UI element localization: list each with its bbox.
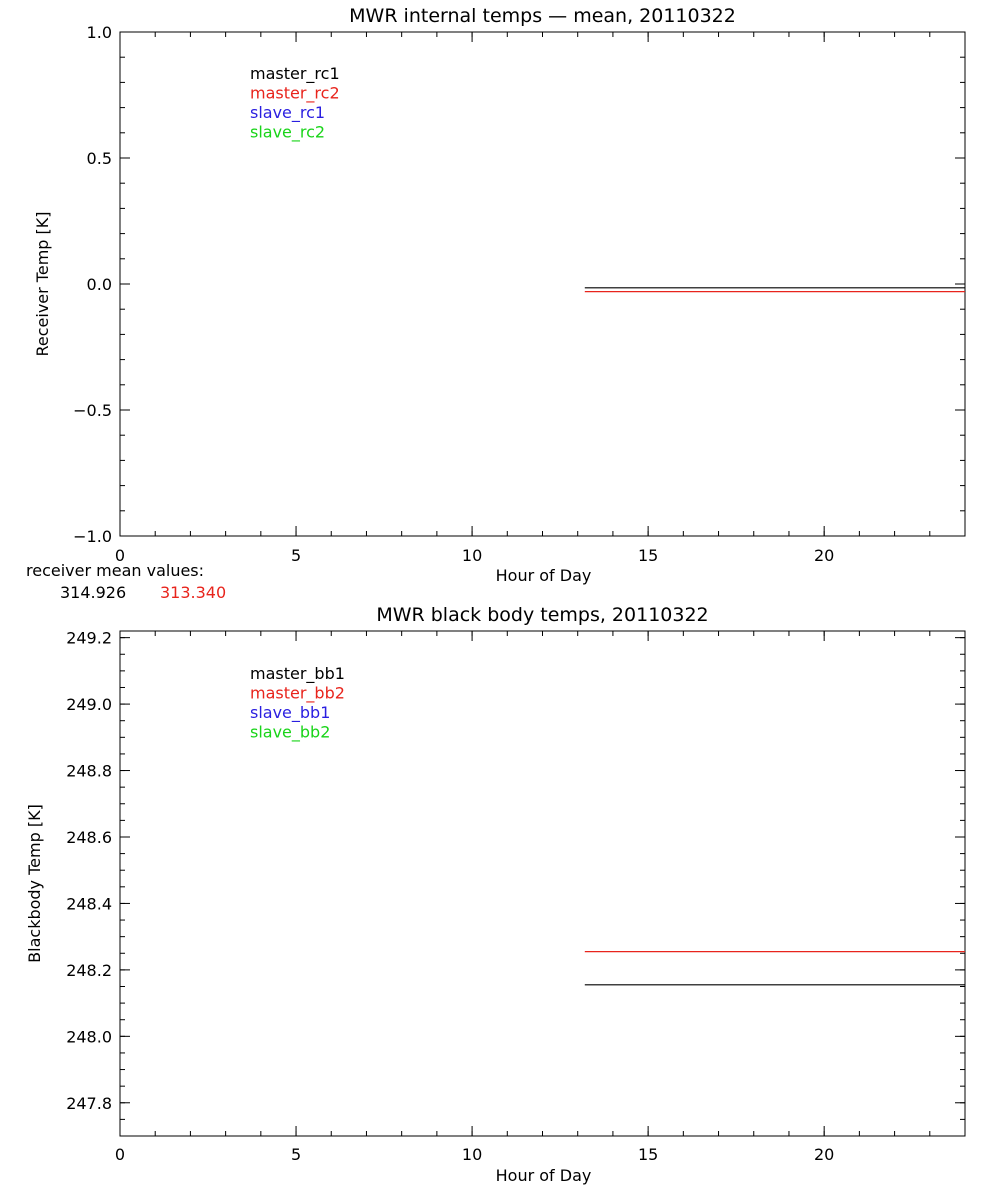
blackbody-y-tick-label: 249.0 xyxy=(66,695,112,714)
receiver-y-axis-label: Receiver Temp [K] xyxy=(33,211,52,356)
blackbody-y-tick-label: 248.2 xyxy=(66,961,112,980)
blackbody-x-tick-label: 15 xyxy=(638,1145,658,1164)
legend-entry-master-bb2: master_bb2 xyxy=(250,684,345,704)
legend-entry-master-rc1: master_rc1 xyxy=(250,64,340,84)
receiver-y-tick-label: 0.0 xyxy=(87,275,112,294)
mean-value-master-rc1: 314.926 xyxy=(60,583,126,602)
blackbody-x-axis-label: Hour of Day xyxy=(496,1166,592,1185)
receiver-y-tick-label: 1.0 xyxy=(87,23,112,42)
blackbody-y-tick-label: 248.4 xyxy=(66,894,112,913)
legend-entry-slave-bb2: slave_bb2 xyxy=(250,723,330,743)
receiver-x-tick-label: 0 xyxy=(115,546,125,565)
mean-values-label: receiver mean values: xyxy=(26,561,204,580)
receiver-x-tick-label: 10 xyxy=(462,546,482,565)
blackbody-y-tick-label: 248.8 xyxy=(66,762,112,781)
blackbody-x-tick-label: 20 xyxy=(814,1145,834,1164)
legend-entry-slave-bb1: slave_bb1 xyxy=(250,703,330,723)
receiver-x-tick-label: 5 xyxy=(291,546,301,565)
blackbody-temp-panel: MWR black body temps, 20110322 0 5 10 15 20 24… xyxy=(25,604,966,1185)
legend-entry-master-rc2: master_rc2 xyxy=(250,84,340,104)
legend-entry-slave-rc2: slave_rc2 xyxy=(250,123,325,143)
blackbody-y-axis-label: Blackbody Temp [K] xyxy=(25,804,44,963)
mean-value-master-rc2: 313.340 xyxy=(160,583,226,602)
legend-entry-slave-rc1: slave_rc1 xyxy=(250,103,325,123)
receiver-temp-panel: MWR internal temps — mean, 20110322 0 5 10 1… xyxy=(33,5,966,585)
legend-entry-master-bb1: master_bb1 xyxy=(250,664,345,684)
blackbody-y-tick-label: 248.0 xyxy=(66,1027,112,1046)
blackbody-chart-title: MWR black body temps, 20110322 xyxy=(376,604,708,626)
receiver-chart-title: MWR internal temps — mean, 20110322 xyxy=(349,5,736,27)
receiver-x-axis-label: Hour of Day xyxy=(496,566,592,585)
blackbody-x-tick-label: 10 xyxy=(462,1145,482,1164)
receiver-x-tick-label: 15 xyxy=(638,546,658,565)
receiver-x-tick-label: 20 xyxy=(814,546,834,565)
blackbody-y-tick-label: 249.2 xyxy=(66,629,112,648)
receiver-mean-values: receiver mean values: 314.926 313.340 xyxy=(26,561,226,602)
receiver-y-tick-label: −1.0 xyxy=(73,527,112,546)
blackbody-y-tick-label: 248.6 xyxy=(66,828,112,847)
blackbody-x-tick-label: 5 xyxy=(291,1145,301,1164)
blackbody-x-tick-label: 0 xyxy=(115,1145,125,1164)
receiver-y-tick-label: −0.5 xyxy=(73,401,112,420)
receiver-y-tick-label: 0.5 xyxy=(87,149,112,168)
blackbody-y-tick-label: 247.8 xyxy=(66,1094,112,1113)
